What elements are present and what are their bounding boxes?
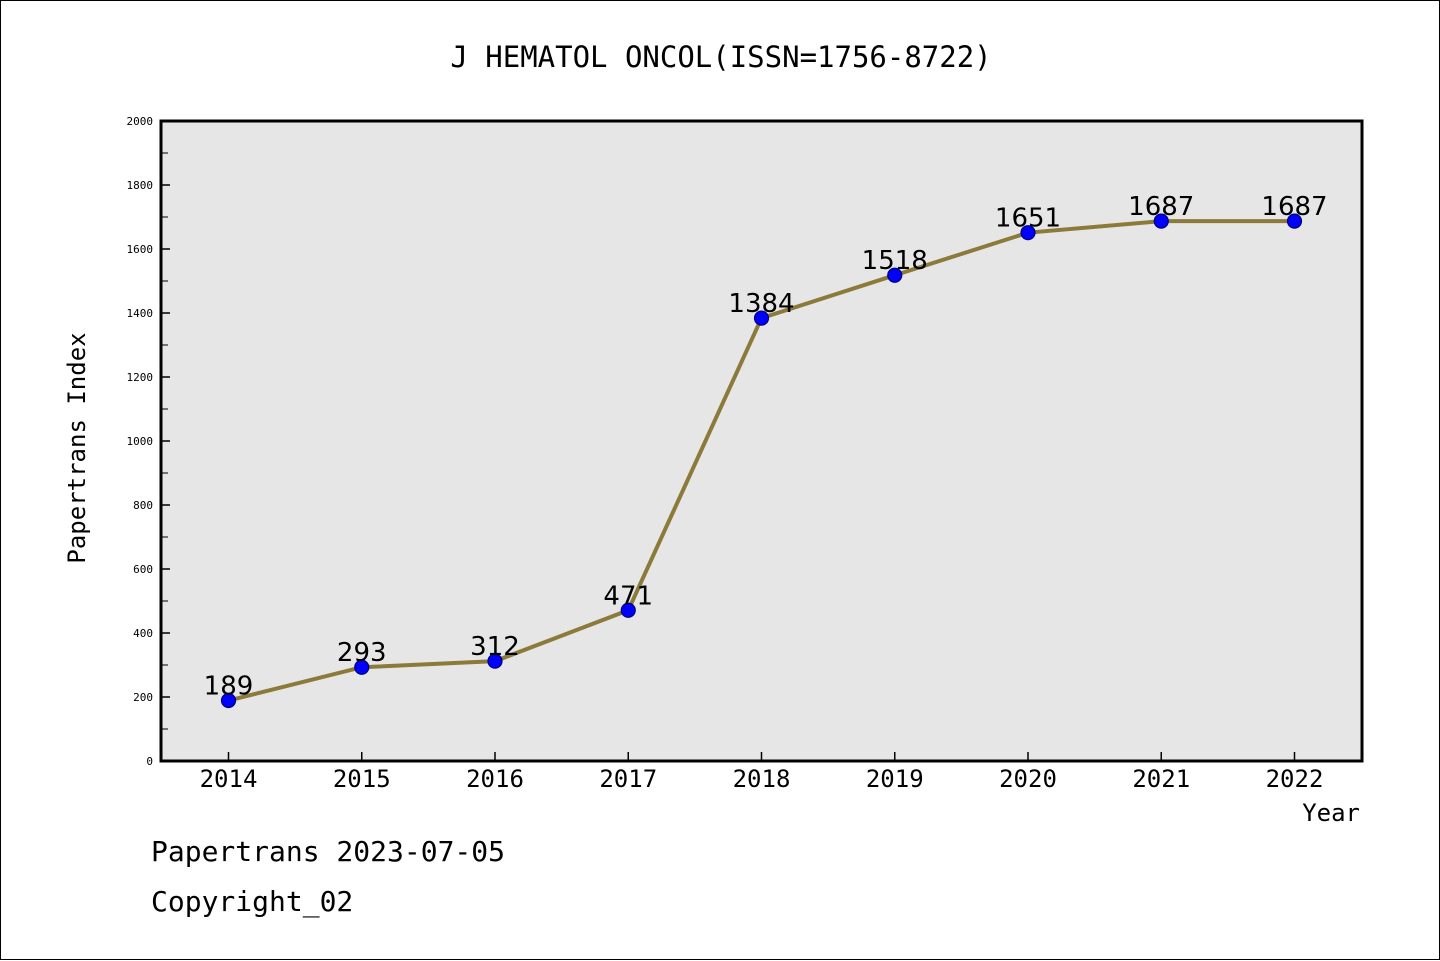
x-tick-label: 2017 bbox=[599, 765, 657, 793]
y-tick-label: 1400 bbox=[127, 307, 154, 320]
data-point-marker bbox=[487, 653, 503, 669]
data-value-label: 189 bbox=[204, 672, 254, 702]
data-points bbox=[220, 213, 1303, 709]
y-tick-label: 200 bbox=[133, 691, 153, 704]
data-point-marker bbox=[620, 602, 636, 618]
x-tick-label: 2021 bbox=[1132, 765, 1190, 793]
data-point-marker bbox=[887, 267, 903, 283]
data-value-label: 1687 bbox=[1128, 192, 1194, 222]
data-value-label: 1384 bbox=[728, 289, 794, 319]
footer-date-text: Papertrans 2023-07-05 bbox=[151, 835, 506, 868]
x-tick-label: 2018 bbox=[733, 765, 791, 793]
footer-copyright-text: Copyright_02 bbox=[151, 885, 354, 918]
x-tick-label: 2014 bbox=[200, 765, 258, 793]
data-value-label: 1687 bbox=[1261, 192, 1327, 222]
data-point-marker bbox=[354, 659, 370, 675]
data-point-marker bbox=[1153, 213, 1169, 229]
y-tick-label: 600 bbox=[133, 563, 153, 576]
data-value-label: 471 bbox=[603, 581, 653, 611]
x-tick-label: 2015 bbox=[333, 765, 391, 793]
data-point-marker bbox=[1020, 225, 1036, 241]
x-tick-label: 2016 bbox=[466, 765, 524, 793]
y-tick-label: 1800 bbox=[127, 179, 154, 192]
y-tick-label: 800 bbox=[133, 499, 153, 512]
data-point-marker bbox=[1286, 213, 1303, 229]
x-tick-label: 2020 bbox=[999, 765, 1057, 793]
y-tick-label: 400 bbox=[133, 627, 153, 640]
y-axis-label: Papertrans Index bbox=[63, 332, 91, 563]
data-labels: 189 293 312 471 1384 1518 1651 1687 1687 bbox=[204, 192, 1328, 701]
x-axis-label: Year bbox=[1302, 799, 1360, 827]
data-point-marker bbox=[220, 692, 237, 709]
x-axis: 2014 2015 2016 2017 2018 2019 2020 2021 2022 bbox=[200, 752, 1324, 793]
data-point-marker bbox=[753, 310, 770, 326]
y-tick-label: 0 bbox=[146, 755, 153, 768]
y-tick-label: 1200 bbox=[127, 371, 154, 384]
data-value-label: 1518 bbox=[862, 246, 928, 276]
data-value-label: 312 bbox=[470, 632, 520, 662]
y-axis: 0 200 400 600 800 1000 1200 1400 1600 1800 2000 bbox=[127, 115, 170, 768]
data-value-label: 1651 bbox=[995, 204, 1061, 234]
x-tick-label: 2022 bbox=[1266, 765, 1324, 793]
data-value-label: 293 bbox=[337, 638, 387, 668]
chart-title: J HEMATOL ONCOL(ISSN=1756-8722) bbox=[450, 40, 991, 74]
y-tick-label: 2000 bbox=[127, 115, 154, 128]
y-tick-label: 1600 bbox=[127, 243, 154, 256]
y-tick-label: 1000 bbox=[127, 435, 154, 448]
x-tick-label: 2019 bbox=[866, 765, 924, 793]
